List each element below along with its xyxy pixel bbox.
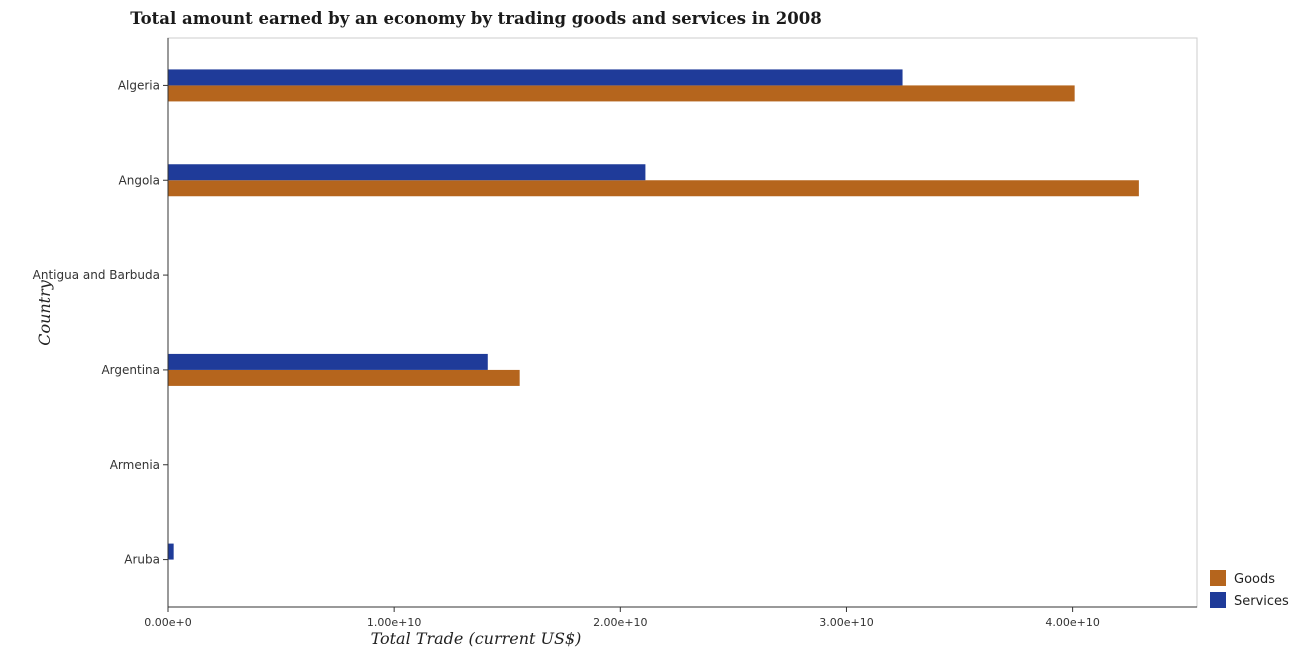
legend-swatch-goods (1210, 570, 1226, 586)
x-axis: 0.00e+0 1.00e+10 2.00e+10 3.00e+10 4.00e+10 (144, 606, 1197, 629)
bar-goods-angola (168, 180, 1139, 197)
x-axis-title: Total Trade (current US$) (371, 629, 582, 648)
x-tick-label: 3.00e+10 (819, 616, 873, 629)
x-tick-label: 0.00e+0 (144, 616, 191, 629)
legend-label-services: Services (1234, 594, 1289, 609)
y-tick-label: Armenia (110, 458, 160, 472)
plot-area-frame (167, 37, 1198, 608)
y-tick-label: Antigua and Barbuda (33, 268, 160, 282)
y-tick-label: Aruba (124, 553, 160, 567)
x-tick-label: 2.00e+10 (593, 616, 647, 629)
bar-services-aruba (168, 543, 174, 560)
x-tick-label: 4.00e+10 (1045, 616, 1099, 629)
legend-label-goods: Goods (1234, 572, 1275, 587)
x-tick-label: 1.00e+10 (367, 616, 421, 629)
bars-layer (168, 69, 1139, 560)
y-tick-label: Algeria (118, 78, 160, 92)
bar-services-argentina (168, 353, 488, 370)
y-axis: Algeria Angola Antigua and Barbuda Argentin… (33, 38, 169, 607)
y-axis-title: Country (35, 279, 54, 346)
y-tick-label: Argentina (101, 363, 160, 377)
bar-goods-argentina (168, 369, 520, 386)
legend-swatch-services (1210, 592, 1226, 608)
bar-services-angola (168, 164, 646, 181)
legend: Goods Services (1210, 570, 1289, 609)
y-tick-label: Angola (119, 173, 160, 187)
chart-title: Total amount earned by an economy by tra… (130, 9, 821, 28)
bar-goods-algeria (168, 85, 1075, 102)
bar-services-algeria (168, 69, 903, 86)
